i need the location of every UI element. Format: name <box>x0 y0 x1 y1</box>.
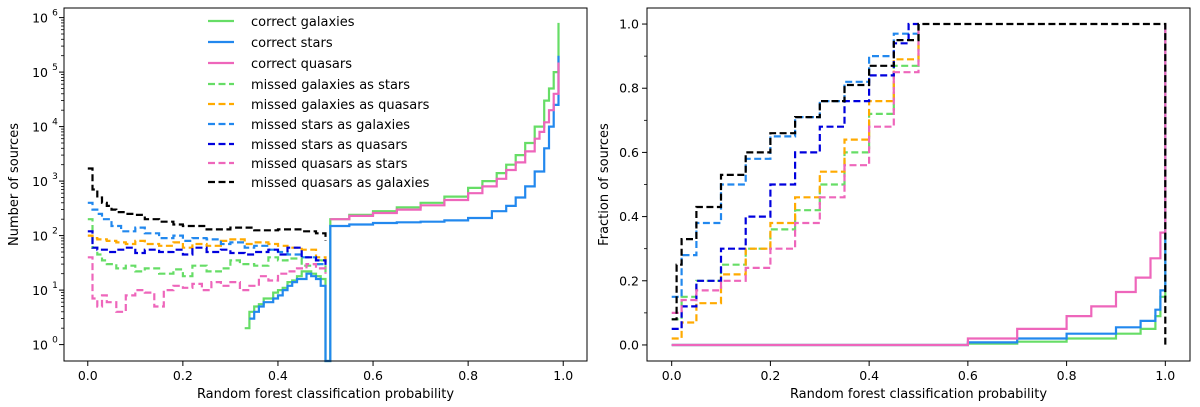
left-y-axis-label: Number of sources <box>7 123 22 246</box>
right-x-ticks: 0.0 0.2 0.4 0.6 0.8 1.0 <box>662 361 1175 383</box>
right-y-tick-label: 0.2 <box>619 273 639 288</box>
left-series-missed-galaxies-as-quasars <box>87 234 327 265</box>
right-panel: 0.0 0.2 0.4 0.6 0.8 1.0 0.0 0.2 0.4 0.6 0.8 1.0 Ra… <box>597 7 1191 402</box>
legend-item-correct-stars: correct stars <box>208 36 333 51</box>
left-y-tick-label: 10 <box>32 11 48 26</box>
left-x-tick-label: 0.8 <box>458 368 478 383</box>
legend-label: missed stars as quasars <box>251 138 408 153</box>
left-y-tick-exponent: 1 <box>52 281 58 291</box>
left-x-axis-label: Random forest classification probability <box>197 387 454 402</box>
left-x-tick-label: 0.2 <box>173 368 193 383</box>
legend-item-missed-quasars-as-galaxies: missed quasars as galaxies <box>208 176 430 191</box>
left-panel: 0.0 0.2 0.4 0.6 0.8 1.0 10 0 10 1 10 2 10 3 10 4 10 5 10 6… <box>7 7 588 402</box>
legend-item-missed-stars-as-quasars: missed stars as quasars <box>208 138 408 153</box>
left-series-group <box>87 22 560 363</box>
legend-item-correct-galaxies: correct galaxies <box>208 15 355 30</box>
left-x-ticks: 0.0 0.2 0.4 0.6 0.8 1.0 <box>78 361 573 383</box>
right-y-tick-label: 0.8 <box>619 81 639 96</box>
right-y-tick-label: 0.6 <box>619 145 639 160</box>
legend: correct galaxies correct stars correct q… <box>208 15 430 191</box>
left-series-correct-galaxies <box>244 22 560 363</box>
right-x-tick-label: 1.0 <box>1155 368 1175 383</box>
left-x-tick-label: 0.6 <box>363 368 383 383</box>
left-x-tick-label: 0.0 <box>78 368 98 383</box>
legend-label: missed quasars as stars <box>251 157 408 172</box>
left-y-tick-exponent: 0 <box>52 336 58 346</box>
left-series-missed-stars-as-quasars <box>87 230 327 269</box>
legend-item-correct-quasars: correct quasars <box>208 57 352 72</box>
right-y-tick-label: 0.0 <box>619 337 639 352</box>
left-y-tick-label: 10 <box>32 174 48 189</box>
right-series-missed-quasars-as-stars <box>671 24 920 314</box>
legend-label: correct stars <box>251 36 333 51</box>
right-series-correct-quasars <box>671 24 1167 347</box>
left-x-tick-label: 1.0 <box>553 368 573 383</box>
legend-label: missed stars as galaxies <box>251 118 410 133</box>
legend-item-missed-galaxies-as-quasars: missed galaxies as quasars <box>208 98 430 113</box>
right-series-missed-quasars-as-galaxies <box>671 22 1167 345</box>
right-y-tick-label: 0.4 <box>619 209 639 224</box>
right-x-axis-label: Random forest classification probability <box>790 387 1047 402</box>
left-y-tick-exponent: 6 <box>52 9 58 19</box>
left-y-tick-exponent: 3 <box>52 172 58 182</box>
left-axes-frame <box>63 7 588 362</box>
left-y-tick-label: 10 <box>32 65 48 80</box>
legend-item-missed-quasars-as-stars: missed quasars as stars <box>208 157 408 172</box>
left-y-tick-label: 10 <box>32 338 48 353</box>
left-x-tick-label: 0.4 <box>268 368 288 383</box>
left-series-missed-quasars-as-stars <box>87 256 327 313</box>
right-series-group <box>671 22 1167 347</box>
legend-label: missed galaxies as stars <box>251 78 410 93</box>
legend-label: correct quasars <box>251 57 352 72</box>
left-y-tick-label: 10 <box>32 283 48 298</box>
left-series-missed-galaxies-as-stars <box>87 218 327 278</box>
right-x-tick-label: 0.2 <box>760 368 780 383</box>
right-series-missed-galaxies-as-stars <box>671 24 920 321</box>
left-y-tick-exponent: 5 <box>52 63 58 73</box>
legend-label: correct galaxies <box>251 15 355 30</box>
right-x-tick-label: 0.6 <box>958 368 978 383</box>
left-series-missed-quasars-as-galaxies <box>87 167 327 241</box>
right-series-missed-galaxies-as-quasars <box>671 24 920 340</box>
right-y-ticks: 0.0 0.2 0.4 0.6 0.8 1.0 <box>619 17 647 352</box>
right-y-axis-label: Fraction of sources <box>597 123 612 246</box>
right-y-tick-label: 1.0 <box>619 17 639 32</box>
right-x-tick-label: 0.8 <box>1057 368 1077 383</box>
left-y-tick-exponent: 2 <box>52 227 58 237</box>
legend-item-missed-stars-as-galaxies: missed stars as galaxies <box>208 118 410 133</box>
left-y-tick-label: 10 <box>32 120 48 135</box>
right-x-tick-label: 0.0 <box>662 368 682 383</box>
left-y-ticks: 10 0 10 1 10 2 10 3 10 4 10 5 10 6 <box>32 9 64 353</box>
legend-item-missed-galaxies-as-stars: missed galaxies as stars <box>208 78 410 93</box>
right-x-tick-label: 0.4 <box>859 368 879 383</box>
left-series-correct-quasars <box>330 62 560 221</box>
legend-label: missed galaxies as quasars <box>251 98 430 113</box>
left-y-tick-exponent: 4 <box>52 118 58 128</box>
legend-label: missed quasars as galaxies <box>251 176 430 191</box>
left-y-tick-label: 10 <box>32 229 48 244</box>
right-series-missed-stars-as-quasars <box>671 22 919 330</box>
